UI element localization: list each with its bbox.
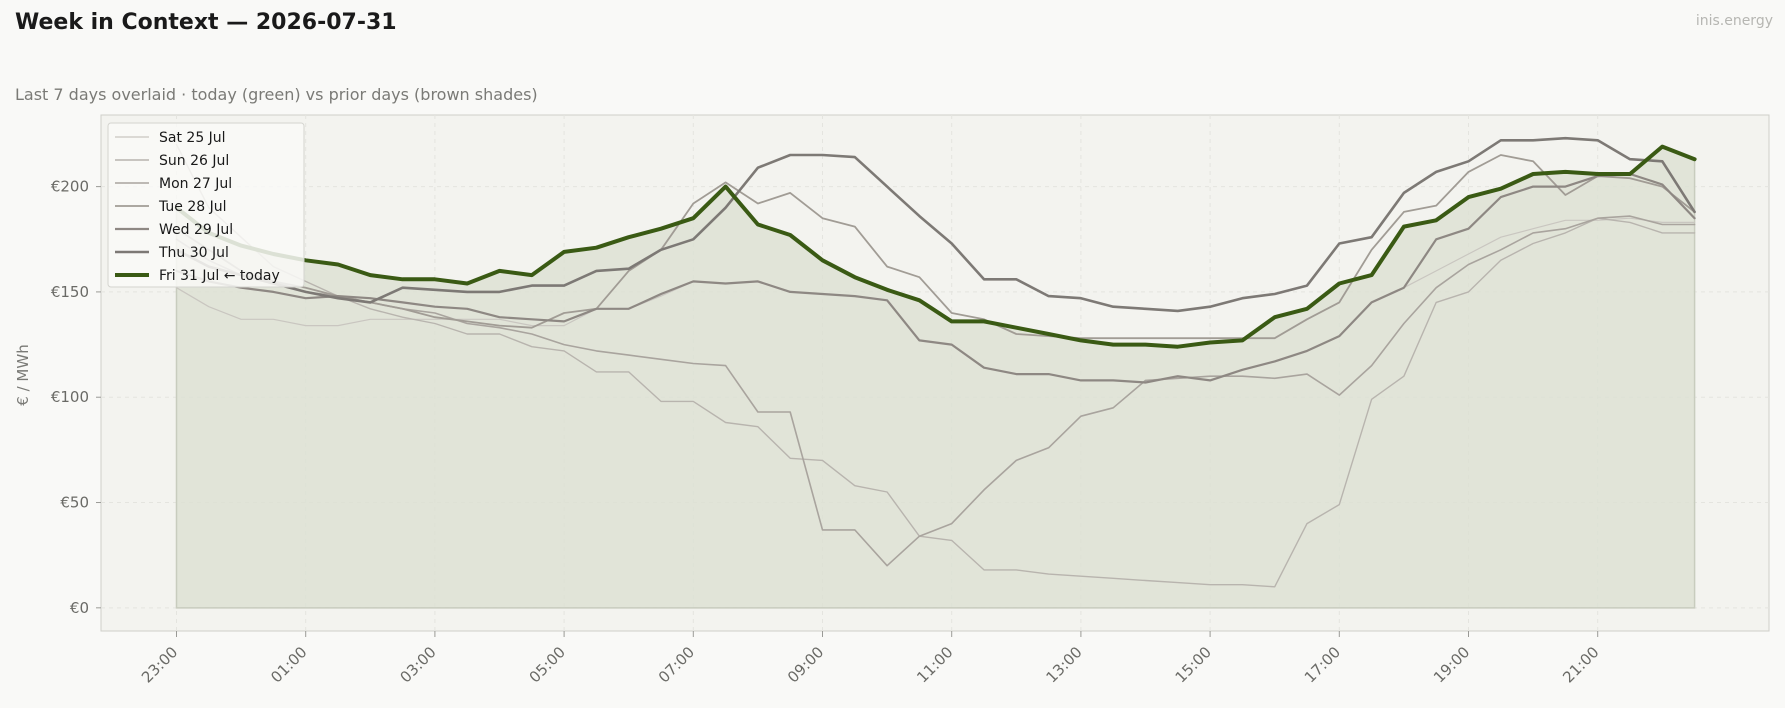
legend-series-name: Fri 31 Jul	[159, 268, 219, 284]
y-axis: €0 €50 €100 €150 €200	[51, 178, 101, 617]
x-axis: 23:00 01:00 03:00 05:00 07:00 09:00 11:00 13:00…	[138, 631, 1603, 686]
x-tick-label: 01:00	[267, 643, 310, 686]
x-tick-label: 09:00	[784, 643, 827, 686]
legend-series-name: Sat 25 Jul	[159, 130, 226, 146]
series-line-1	[175, 143, 1696, 588]
chart-subtitle: Last 7 days overlaid · today (green) vs …	[15, 85, 538, 104]
series-line-5	[175, 136, 1696, 313]
legend-label: Thu 30 Jul	[158, 245, 229, 261]
legend-label: Fri 31 Jul ← today	[159, 268, 280, 284]
x-tick-label: 17:00	[1301, 643, 1344, 686]
legend-series-name: Tue 28 Jul	[158, 199, 227, 215]
x-tick-label: 03:00	[396, 643, 439, 686]
x-tick-label: 13:00	[1042, 643, 1085, 686]
series-line-3	[175, 154, 1696, 340]
y-tick-label: €100	[51, 388, 89, 406]
legend-label: Mon 27 Jul	[159, 176, 232, 192]
series-line-4	[175, 172, 1696, 384]
brand-watermark: inis.energy	[1695, 13, 1773, 29]
x-tick-label: 05:00	[526, 643, 569, 686]
y-tick-label: €0	[70, 599, 89, 617]
legend-series-name: Sun 26 Jul	[159, 153, 229, 169]
legend-today-suffix: ← today	[219, 268, 279, 284]
legend-series-name: Wed 29 Jul	[159, 222, 233, 238]
legend-series-name: Thu 30 Jul	[158, 245, 229, 261]
legend-box	[107, 122, 305, 288]
y-axis-label: € / MWh	[14, 344, 32, 405]
y-tick-label: €150	[51, 283, 89, 301]
legend-label: Wed 29 Jul	[159, 222, 233, 238]
x-tick-label: 07:00	[655, 643, 698, 686]
x-tick-label: 23:00	[138, 643, 181, 686]
series-line-2	[175, 215, 1696, 567]
legend-label: Sun 26 Jul	[159, 153, 229, 169]
x-tick-label: 19:00	[1430, 643, 1473, 686]
x-tick-label: 11:00	[913, 643, 956, 686]
series-lines	[174, 136, 1697, 588]
legend-label: Sat 25 Jul	[159, 130, 226, 146]
legend-label: Tue 28 Jul	[158, 199, 227, 215]
chart-title: Week in Context — 2026-07-31	[15, 10, 397, 35]
x-tick-label: 21:00	[1559, 643, 1602, 686]
y-tick-label: €200	[51, 178, 89, 196]
y-tick-label: €50	[60, 494, 89, 512]
series-line-6	[174, 144, 1697, 349]
x-tick-label: 15:00	[1172, 643, 1215, 686]
legend-series-name: Mon 27 Jul	[159, 176, 232, 192]
legend: Sat 25 Jul Sun 26 Jul Mon 27 Jul Tue 28 Jul…	[107, 122, 305, 288]
